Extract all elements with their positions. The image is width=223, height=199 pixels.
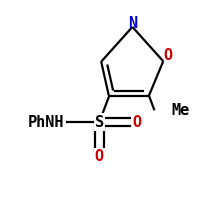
Text: PhNH: PhNH: [28, 115, 64, 130]
Text: O: O: [163, 48, 172, 63]
Text: N: N: [128, 17, 137, 31]
Text: Me: Me: [171, 103, 189, 118]
Text: S: S: [95, 115, 104, 130]
Text: O: O: [132, 115, 141, 130]
Text: O: O: [95, 149, 104, 164]
